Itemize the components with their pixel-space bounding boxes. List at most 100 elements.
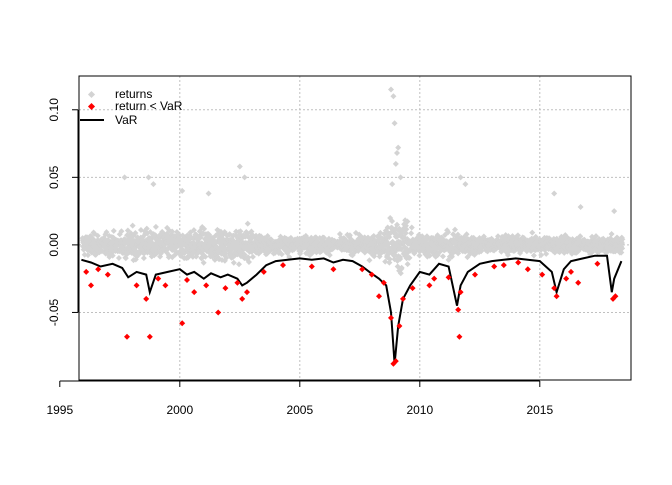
returns-outliers bbox=[121, 86, 618, 215]
return-point bbox=[264, 232, 271, 239]
breach-point bbox=[308, 263, 315, 270]
breach-point bbox=[124, 333, 130, 340]
return-point bbox=[529, 229, 536, 236]
plot-frame bbox=[78, 75, 632, 381]
breach-point bbox=[553, 293, 560, 300]
return-outlier bbox=[179, 187, 186, 194]
return-point bbox=[408, 230, 415, 237]
breach-point bbox=[472, 271, 478, 278]
y-tick-label: 0.05 bbox=[47, 165, 61, 189]
y-tick-label: -0.05 bbox=[47, 298, 61, 326]
return-point bbox=[386, 256, 393, 263]
return-point bbox=[148, 253, 155, 260]
breach-point bbox=[83, 268, 90, 275]
return-point bbox=[143, 225, 150, 232]
breach-point bbox=[392, 358, 399, 365]
breach-point bbox=[612, 293, 619, 300]
return-point bbox=[244, 220, 251, 227]
return-point bbox=[346, 232, 353, 239]
breach-point bbox=[244, 289, 250, 296]
return-outlier bbox=[388, 86, 394, 93]
breach-point bbox=[431, 275, 438, 282]
breach-point bbox=[515, 259, 522, 266]
breach-point bbox=[330, 266, 337, 273]
breach-point bbox=[445, 274, 452, 281]
return-point bbox=[608, 231, 615, 238]
return-point bbox=[124, 232, 131, 239]
return-point bbox=[140, 255, 147, 262]
return-point bbox=[109, 252, 116, 259]
breach-point bbox=[222, 285, 229, 292]
breach-point bbox=[563, 275, 570, 282]
return-outlier bbox=[150, 181, 157, 188]
return-point bbox=[122, 255, 129, 262]
return-point bbox=[618, 240, 625, 247]
breach-point bbox=[500, 262, 507, 269]
breach-point bbox=[376, 293, 382, 300]
return-point bbox=[439, 253, 446, 260]
return-outlier bbox=[394, 150, 400, 157]
return-point bbox=[252, 241, 259, 248]
breach-point bbox=[155, 275, 162, 282]
breach-point bbox=[568, 268, 574, 275]
return-point bbox=[129, 222, 136, 229]
return-point bbox=[619, 236, 626, 243]
breach-point bbox=[203, 282, 210, 289]
return-point bbox=[618, 249, 625, 256]
breach-point bbox=[191, 289, 198, 296]
return-outlier bbox=[395, 144, 402, 151]
return-point bbox=[507, 240, 514, 247]
breach-point bbox=[524, 266, 531, 273]
breach-point bbox=[400, 295, 406, 302]
x-tick-label: 2000 bbox=[166, 403, 193, 417]
breach-point bbox=[260, 268, 267, 275]
x-tick-label: 1995 bbox=[46, 403, 73, 417]
return-point bbox=[382, 258, 389, 265]
return-point bbox=[132, 229, 139, 236]
legend-swatch-breach bbox=[87, 102, 96, 111]
breach-point bbox=[179, 320, 186, 327]
return-point bbox=[403, 226, 410, 233]
y-axis: -0.05 0.00 0.05 0.10 bbox=[47, 98, 79, 326]
breach-point bbox=[551, 285, 558, 292]
x-tick-label: 2010 bbox=[406, 403, 433, 417]
return-point bbox=[593, 233, 600, 240]
return-point bbox=[386, 259, 393, 266]
return-point bbox=[169, 228, 176, 235]
breach-point bbox=[380, 279, 387, 286]
grid-lines bbox=[79, 76, 631, 380]
return-point bbox=[326, 252, 333, 259]
return-point bbox=[200, 259, 207, 266]
x-tick-label: 2005 bbox=[286, 403, 313, 417]
return-point bbox=[152, 223, 159, 230]
breach-point bbox=[575, 279, 582, 286]
breach-point bbox=[104, 271, 111, 278]
breach-point bbox=[184, 277, 190, 284]
breach-point bbox=[426, 282, 433, 289]
return-point bbox=[81, 251, 88, 258]
return-point bbox=[94, 232, 101, 239]
return-point bbox=[514, 232, 521, 239]
return-point bbox=[404, 261, 411, 268]
return-point bbox=[249, 253, 256, 260]
return-point bbox=[189, 253, 196, 260]
return-outlier bbox=[390, 93, 397, 100]
return-point bbox=[389, 218, 396, 225]
return-point bbox=[110, 227, 117, 234]
return-outlier bbox=[145, 174, 152, 181]
return-outlier bbox=[241, 174, 248, 181]
return-point bbox=[223, 254, 230, 261]
return-point bbox=[426, 252, 433, 259]
return-point bbox=[394, 221, 401, 228]
return-outlier bbox=[462, 181, 469, 188]
x-tick-label: 2015 bbox=[526, 403, 553, 417]
return-point bbox=[124, 227, 131, 234]
return-outlier bbox=[236, 163, 243, 170]
return-point bbox=[408, 224, 415, 231]
breach-point bbox=[359, 266, 366, 273]
returns-cloud bbox=[79, 215, 626, 277]
return-point bbox=[202, 253, 209, 260]
legend-swatch-returns bbox=[87, 90, 96, 99]
breach-point bbox=[146, 333, 153, 340]
return-outlier bbox=[205, 190, 212, 197]
